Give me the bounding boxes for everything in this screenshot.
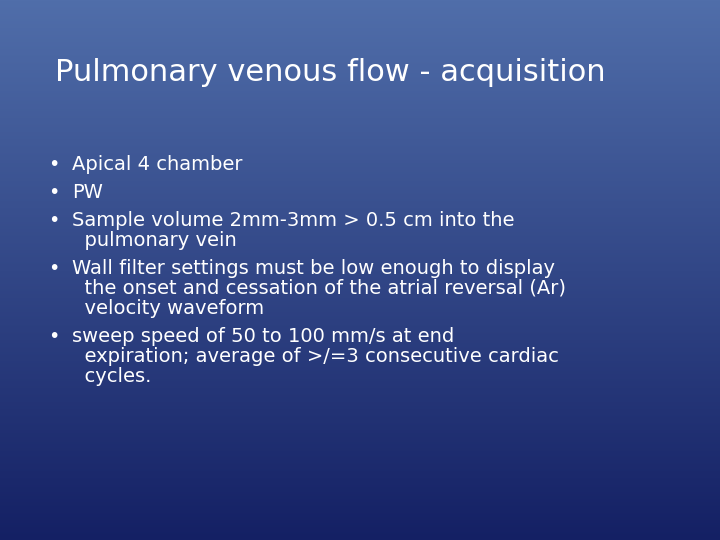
- Text: Sample volume 2mm-3mm > 0.5 cm into the: Sample volume 2mm-3mm > 0.5 cm into the: [72, 211, 515, 230]
- Text: cycles.: cycles.: [72, 367, 151, 386]
- Text: •: •: [48, 211, 59, 230]
- Text: pulmonary vein: pulmonary vein: [72, 231, 237, 250]
- Text: sweep speed of 50 to 100 mm/s at end: sweep speed of 50 to 100 mm/s at end: [72, 327, 454, 346]
- Text: Apical 4 chamber: Apical 4 chamber: [72, 155, 243, 174]
- Text: Wall filter settings must be low enough to display: Wall filter settings must be low enough …: [72, 259, 555, 278]
- Text: the onset and cessation of the atrial reversal (Ar): the onset and cessation of the atrial re…: [72, 279, 566, 298]
- Text: Pulmonary venous flow - acquisition: Pulmonary venous flow - acquisition: [55, 58, 606, 87]
- Text: •: •: [48, 327, 59, 346]
- Text: •: •: [48, 259, 59, 278]
- Text: expiration; average of >/=3 consecutive cardiac: expiration; average of >/=3 consecutive …: [72, 347, 559, 366]
- Text: •: •: [48, 155, 59, 174]
- Text: PW: PW: [72, 183, 103, 202]
- Text: •: •: [48, 183, 59, 202]
- Text: velocity waveform: velocity waveform: [72, 299, 264, 318]
